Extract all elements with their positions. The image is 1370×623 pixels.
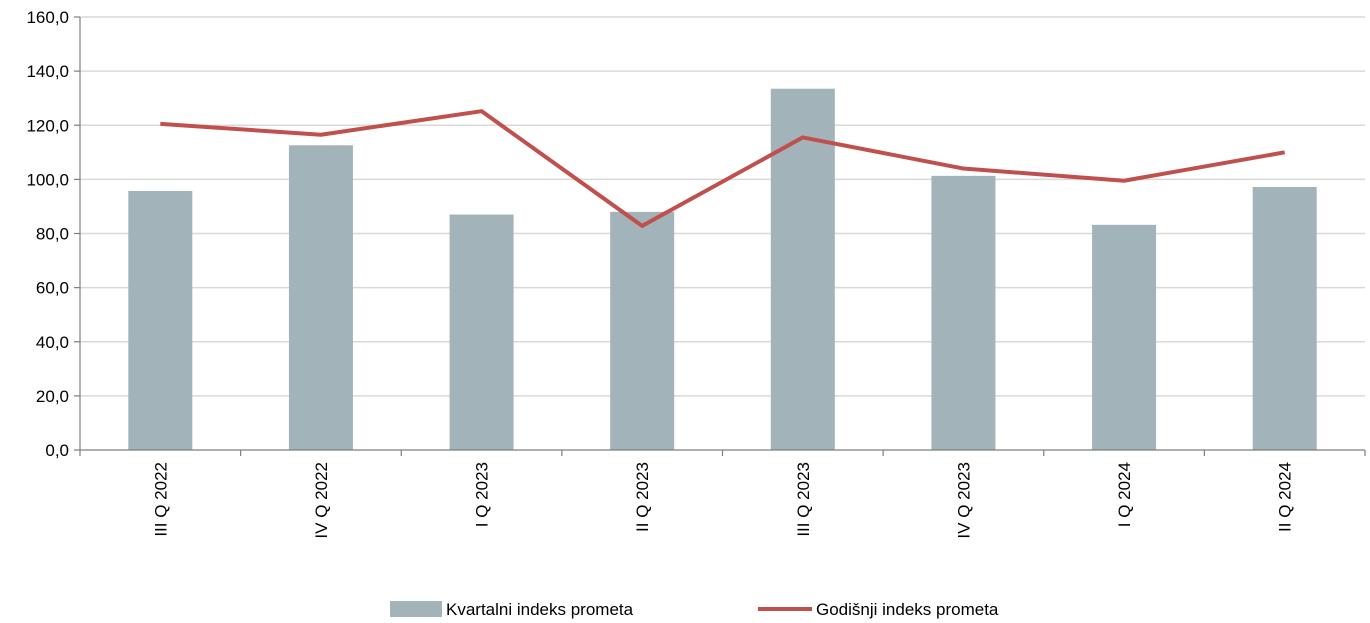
y-tick-label: 20,0 xyxy=(36,387,69,406)
bar xyxy=(288,145,353,450)
bar xyxy=(1252,186,1317,450)
x-tick-label: III Q 2022 xyxy=(151,462,170,537)
x-tick-label: II Q 2023 xyxy=(633,462,652,532)
y-axis-ticks: 0,0 20,0 40,0 60,0 80,0 100,0 120,0 140,0 160,0 xyxy=(26,8,80,460)
bar xyxy=(931,175,996,450)
x-tick-label: II Q 2024 xyxy=(1276,462,1295,532)
y-tick-label: 160,0 xyxy=(26,8,69,27)
bar-series xyxy=(128,88,1317,450)
legend-label-bar: Kvartalni indeks prometa xyxy=(446,600,634,619)
legend: Kvartalni indeks prometa Godišnji indeks… xyxy=(390,600,999,619)
line-path xyxy=(160,109,1286,228)
bar xyxy=(610,211,675,450)
x-axis-ticks: III Q 2022 IV Q 2022 I Q 2023 II Q 2023 III … xyxy=(79,450,1366,539)
y-tick-label: 60,0 xyxy=(36,279,69,298)
y-tick-label: 0,0 xyxy=(45,441,69,460)
gridlines xyxy=(80,16,1365,397)
y-tick-label: 80,0 xyxy=(36,225,69,244)
line-series xyxy=(160,109,1286,228)
bar xyxy=(128,191,193,450)
legend-swatch-bar xyxy=(390,601,442,617)
x-tick-label: III Q 2023 xyxy=(794,462,813,537)
legend-label-line: Godišnji indeks prometa xyxy=(816,600,999,619)
bar xyxy=(449,214,514,450)
y-tick-label: 100,0 xyxy=(26,170,69,189)
y-tick-label: 120,0 xyxy=(26,116,69,135)
x-tick-label: I Q 2024 xyxy=(1115,462,1134,527)
x-tick-label: IV Q 2023 xyxy=(954,462,973,539)
y-tick-label: 140,0 xyxy=(26,62,69,81)
x-tick-label: I Q 2023 xyxy=(473,462,492,527)
bar xyxy=(1092,224,1157,450)
y-tick-label: 40,0 xyxy=(36,333,69,352)
x-tick-label: IV Q 2022 xyxy=(312,462,331,539)
